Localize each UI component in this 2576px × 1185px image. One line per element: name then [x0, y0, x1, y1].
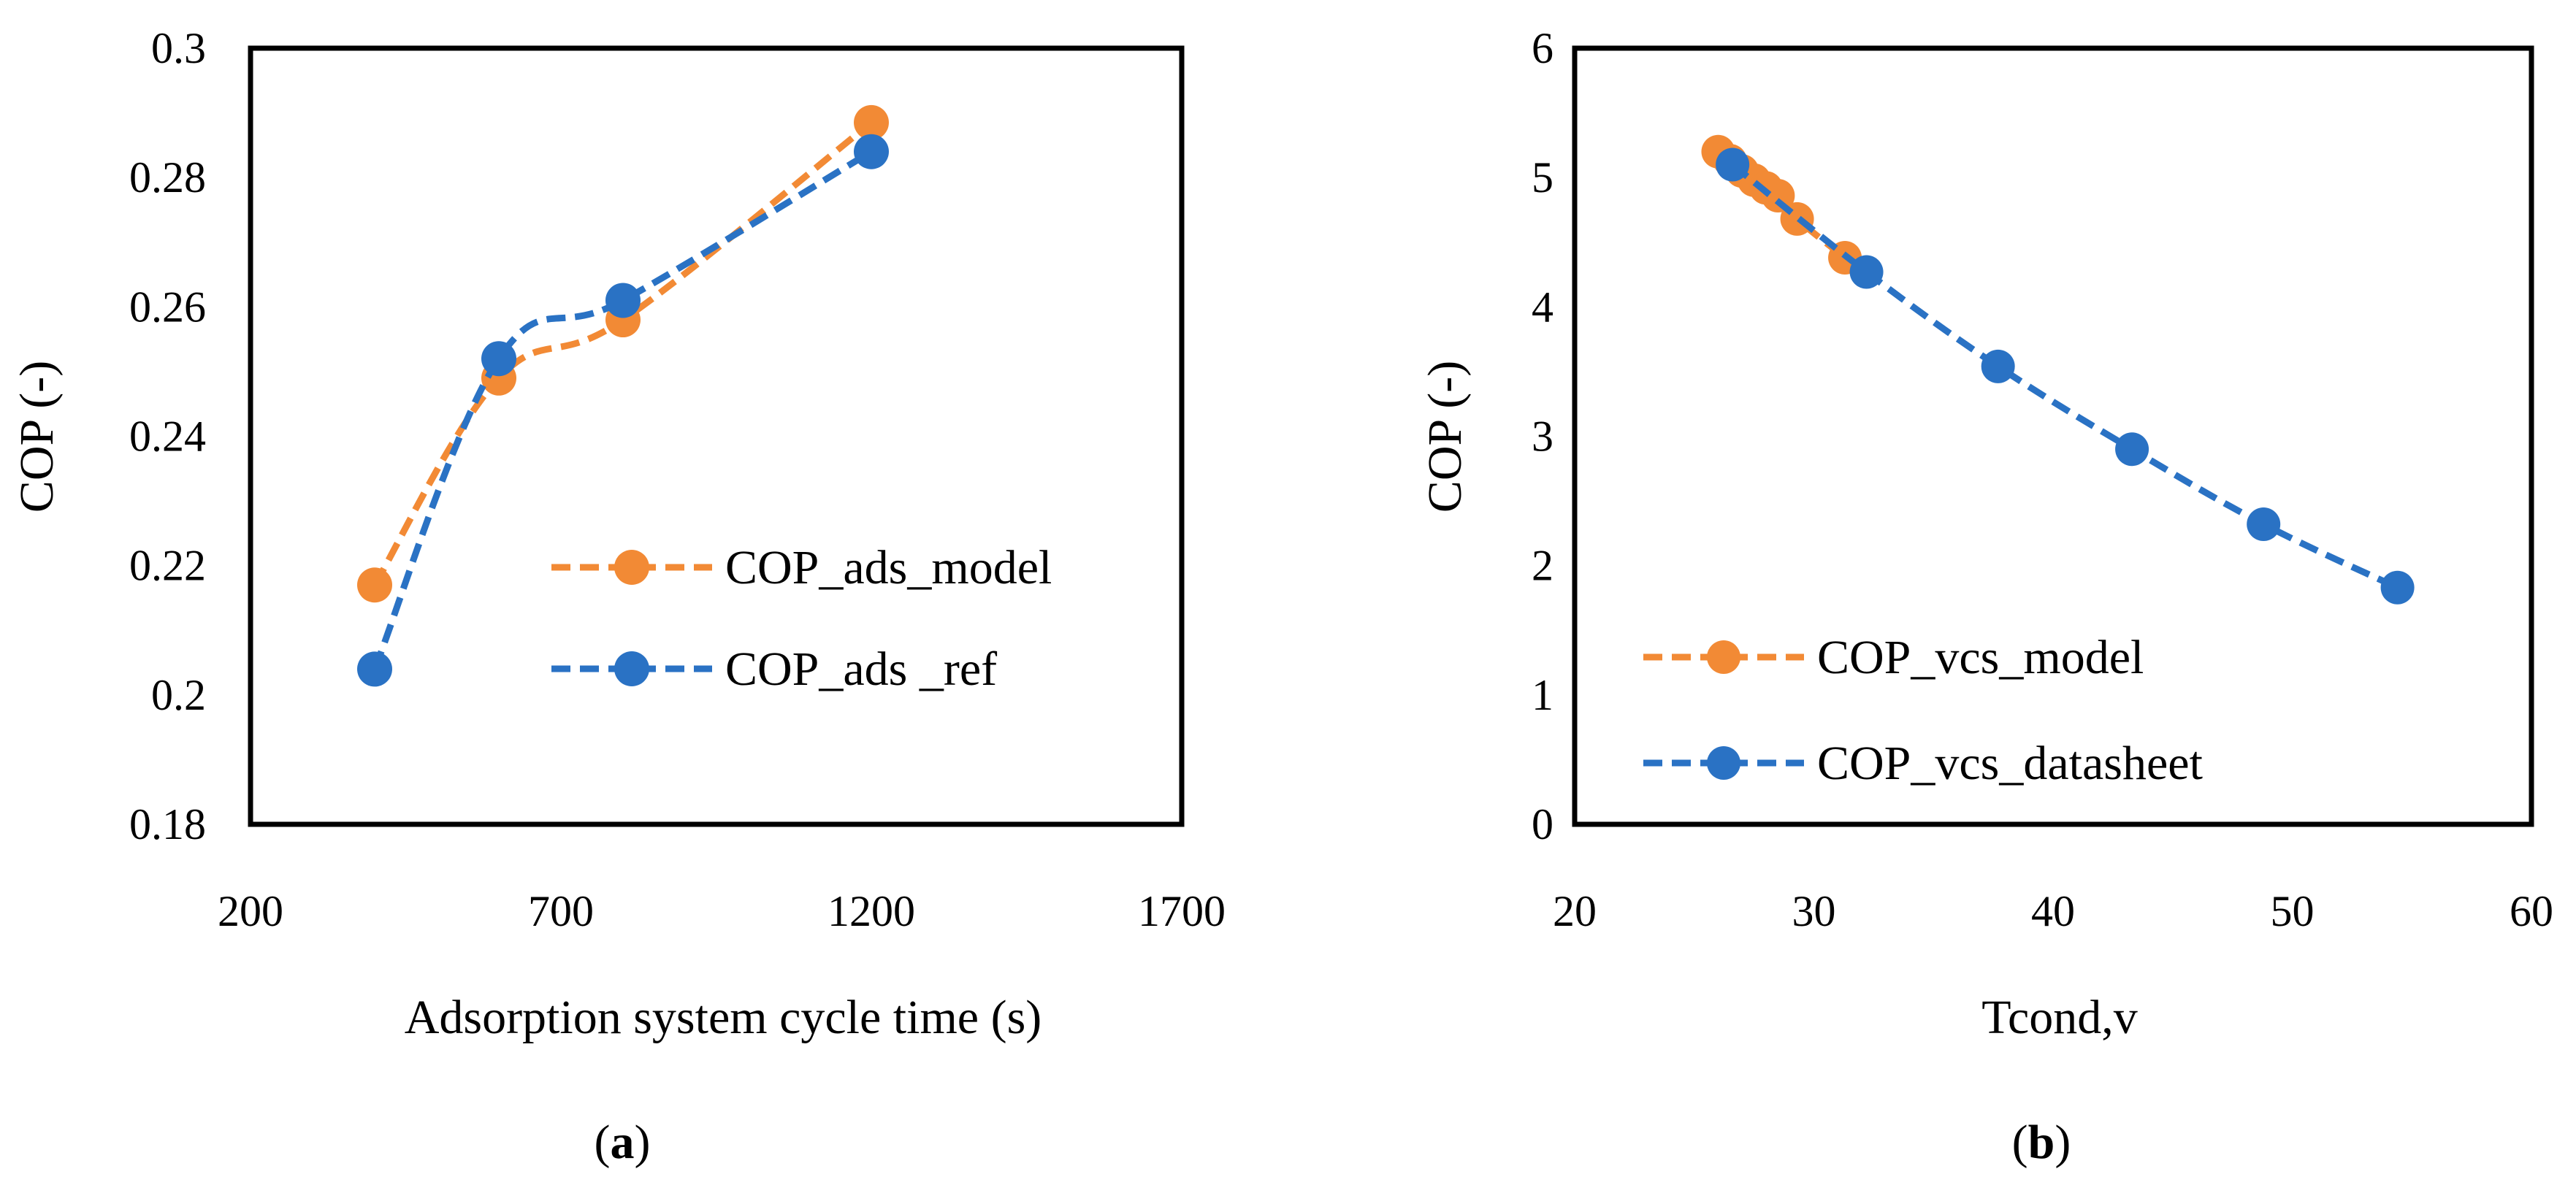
- chart-a-legend-marker: [614, 651, 649, 686]
- chart-b-y-tick-label: 4: [1532, 283, 1553, 331]
- chart-b-tcond: 0 1 2 3 4 5 6 20 30 40 50 60 COP (-) Tcond,v (b) CO…: [1418, 24, 2553, 1169]
- chart-b-y-tick-label: 6: [1532, 24, 1553, 72]
- chart-b-plot-frame: [1572, 45, 2534, 827]
- chart-a-data-point: [357, 567, 392, 603]
- chart-b-legend-marker: [1707, 746, 1740, 780]
- chart-a-y-tick-label: 0.2: [151, 671, 206, 719]
- chart-a-y-tick-label: 0.24: [129, 413, 206, 461]
- chart-b-data-point: [2115, 432, 2149, 467]
- chart-a-plot-frame: [248, 45, 1185, 827]
- chart-a-y-tick-label: 0.3: [151, 24, 206, 72]
- chart-b-panel-label: (b): [2012, 1116, 2071, 1169]
- chart-b-y-tick-label: 3: [1532, 413, 1553, 461]
- chart-a-x-tick-label: 700: [528, 887, 594, 935]
- chart-a-data-point: [605, 283, 641, 318]
- chart-b-series-layer: [1701, 134, 2415, 605]
- chart-b-y-tick-label: 1: [1532, 671, 1553, 719]
- chart-b-y-tick-label: 2: [1532, 542, 1553, 590]
- chart-a-legend-marker: [614, 550, 649, 585]
- chart-a-y-tick-label: 0.22: [129, 542, 206, 590]
- chart-a-data-point: [481, 341, 516, 377]
- chart-b-legend-label: COP_vcs_model: [1817, 631, 2144, 684]
- chart-b-data-point: [1716, 147, 1750, 182]
- chart-a-cycle-time: 0.18 0.2 0.22 0.24 0.26 0.28 0.3 200 700 1200 1700…: [10, 24, 1226, 1169]
- chart-a-series-layer: [357, 104, 889, 687]
- chart-b-y-axis-label: COP (-): [1418, 361, 1472, 513]
- chart-a-x-tick-label: 1700: [1138, 887, 1226, 935]
- chart-b-x-axis-label: Tcond,v: [1981, 991, 2138, 1044]
- chart-a-legend: COP_ads_model COP_ads _ref: [551, 541, 1052, 696]
- chart-b-x-tick-label: 60: [2510, 887, 2553, 935]
- chart-b-data-point: [1849, 255, 1884, 289]
- chart-a-data-point: [854, 104, 889, 140]
- chart-b-panel-letter: b: [2028, 1116, 2055, 1169]
- chart-a-data-point: [854, 134, 889, 169]
- chart-a-y-tick-label: 0.26: [129, 283, 206, 331]
- chart-b-x-tick-label: 40: [2031, 887, 2075, 935]
- chart-a-series-line-1: [372, 120, 874, 587]
- chart-a-y-axis-label: COP (-): [10, 361, 64, 513]
- chart-b-y-tick-label: 0: [1532, 800, 1553, 848]
- chart-a-x-tick-label: 200: [218, 887, 283, 935]
- chart-a-x-axis-label: Adsorption system cycle time (s): [405, 991, 1042, 1044]
- chart-b-ticks: 0 1 2 3 4 5 6 20 30 40 50 60: [1532, 24, 2553, 935]
- chart-a-panel-letter: a: [611, 1116, 635, 1169]
- chart-a-legend-label: COP_ads _ref: [725, 643, 997, 696]
- chart-a-data-point: [357, 651, 392, 687]
- chart-a-legend-label: COP_ads_model: [725, 541, 1052, 594]
- chart-b-x-tick-label: 20: [1553, 887, 1597, 935]
- chart-b-y-tick-label: 5: [1532, 153, 1553, 202]
- chart-b-x-tick-label: 50: [2271, 887, 2315, 935]
- chart-a-series-line-2: [371, 148, 874, 671]
- chart-b-data-point: [2247, 507, 2281, 541]
- chart-b-legend-marker: [1707, 640, 1740, 674]
- chart-b-data-point: [2380, 570, 2415, 605]
- chart-a-ticks: 0.18 0.2 0.22 0.24 0.26 0.28 0.3 200 700 1200 1700: [129, 24, 1226, 935]
- chart-b-x-tick-label: 30: [1792, 887, 1836, 935]
- chart-a-panel-label: (a): [595, 1116, 651, 1169]
- chart-b-series-line-2: [1730, 161, 2399, 591]
- chart-a-y-tick-label: 0.18: [129, 800, 206, 848]
- chart-b-data-point: [1981, 349, 2015, 383]
- chart-b-legend: COP_vcs_model COP_vcs_datasheet: [1643, 631, 2203, 790]
- chart-a-y-tick-label: 0.28: [129, 153, 206, 202]
- chart-a-x-tick-label: 1200: [828, 887, 915, 935]
- chart-b-legend-label: COP_vcs_datasheet: [1817, 737, 2203, 790]
- chart-b-data-point: [1761, 178, 1795, 212]
